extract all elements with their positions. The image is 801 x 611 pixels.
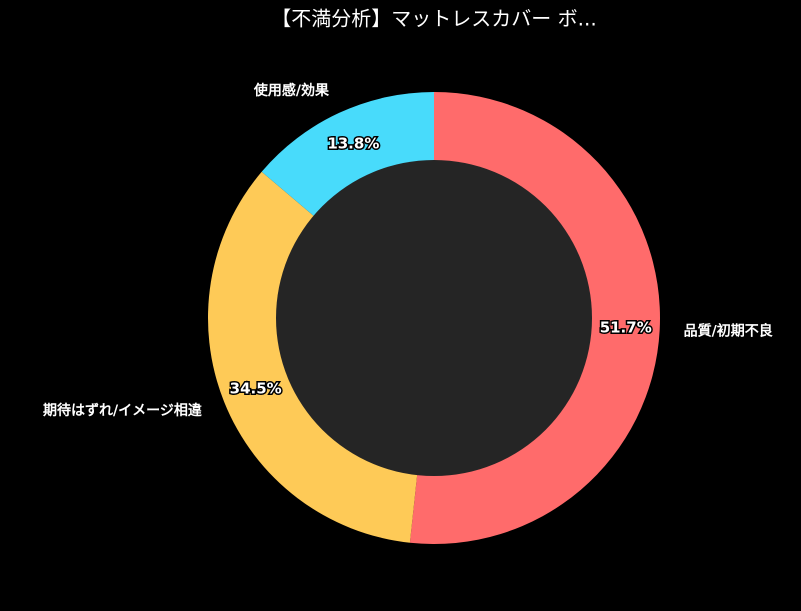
category-label: 期待はずれ/イメージ相違	[43, 402, 202, 419]
value-label: 13.8%	[327, 134, 379, 152]
category-label: 品質/初期不良	[684, 322, 773, 339]
donut-hole	[276, 160, 592, 476]
value-label: 34.5%	[230, 380, 282, 398]
value-label: 51.7%	[600, 319, 652, 337]
chart-title: 【不満分析】マットレスカバー ボ...	[271, 7, 596, 31]
category-label: 使用感/効果	[253, 82, 330, 99]
